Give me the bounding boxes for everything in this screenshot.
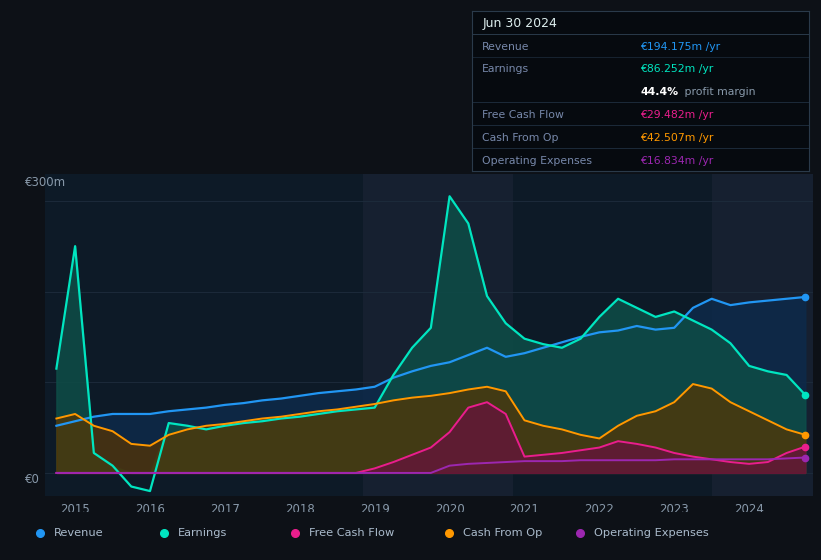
Text: Cash From Op: Cash From Op <box>482 133 558 143</box>
Text: 44.4%: 44.4% <box>640 87 678 97</box>
Text: Earnings: Earnings <box>177 529 227 538</box>
Bar <box>712 174 813 496</box>
Text: Earnings: Earnings <box>482 64 530 74</box>
Text: Operating Expenses: Operating Expenses <box>594 529 709 538</box>
Text: €29.482m /yr: €29.482m /yr <box>640 110 713 120</box>
Text: Revenue: Revenue <box>482 41 530 52</box>
Text: €42.507m /yr: €42.507m /yr <box>640 133 713 143</box>
Text: €194.175m /yr: €194.175m /yr <box>640 41 721 52</box>
Text: Jun 30 2024: Jun 30 2024 <box>482 17 557 30</box>
Text: Free Cash Flow: Free Cash Flow <box>309 529 394 538</box>
Text: Free Cash Flow: Free Cash Flow <box>482 110 564 120</box>
Text: €300m: €300m <box>25 176 66 189</box>
Text: Revenue: Revenue <box>54 529 103 538</box>
Text: profit margin: profit margin <box>681 87 755 97</box>
Text: €0: €0 <box>25 473 39 486</box>
Text: €16.834m /yr: €16.834m /yr <box>640 156 713 166</box>
Text: Operating Expenses: Operating Expenses <box>482 156 592 166</box>
Bar <box>364 174 513 496</box>
Text: €86.252m /yr: €86.252m /yr <box>640 64 713 74</box>
Text: Cash From Op: Cash From Op <box>463 529 543 538</box>
